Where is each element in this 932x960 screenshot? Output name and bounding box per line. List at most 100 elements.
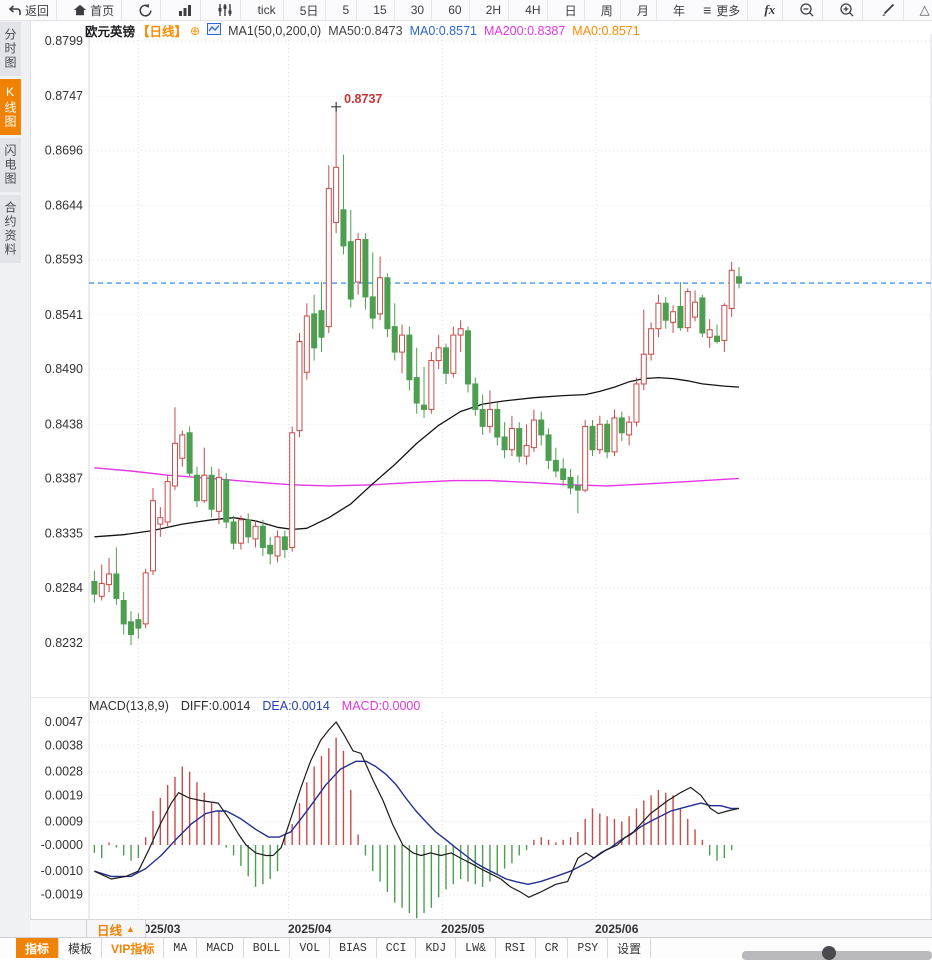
x-axis-label-2025/05: 2025/05 [441, 922, 485, 936]
indicator-tab-CCI[interactable]: CCI [377, 938, 417, 958]
period-button-年[interactable]: 年 [672, 3, 685, 18]
macd-hist-value: MACD:0.0000 [341, 699, 421, 713]
svg-text:0.0047: 0.0047 [45, 715, 83, 729]
period-button-30[interactable]: 30 [404, 0, 433, 20]
period-button-5[interactable]: 5 [335, 0, 358, 20]
add-compare-icon[interactable]: ⊕ [190, 23, 201, 38]
svg-text:0.8335: 0.8335 [45, 527, 83, 541]
hamburger-icon: ≡ [703, 2, 712, 18]
x-axis-label-2025/04: 2025/04 [288, 922, 332, 936]
svg-text:0.8799: 0.8799 [45, 34, 83, 48]
macd-title: MACD(13,8,9) [89, 699, 169, 713]
sidebar-tab-2[interactable]: K线图 [0, 79, 21, 135]
indicator-tab-CR[interactable]: CR [536, 938, 569, 958]
svg-text:0.8696: 0.8696 [45, 143, 83, 157]
period-button-4H[interactable]: 4H [518, 0, 549, 20]
candle-style-button[interactable] [210, 0, 242, 20]
indicator-tab-VOL[interactable]: VOL [290, 938, 331, 958]
macd-legend: MACD(13,8,9) DIFF:0.0014 DEA:0.0014 MACD… [89, 699, 420, 713]
x-axis-label-2025/06: 2025/06 [595, 922, 639, 936]
indicator-tab-设置[interactable]: 设置 [608, 938, 652, 958]
period-button-月[interactable]: 月 [630, 0, 657, 20]
back-label: 返回 [25, 3, 50, 18]
back-button[interactable]: 返回 [0, 0, 58, 20]
indicator-tab-RSI[interactable]: RSI [496, 938, 536, 958]
ma50-value: MA50:0.8473 [328, 23, 403, 38]
indicator-tab-MA[interactable]: MA [164, 938, 198, 958]
home-label: 首页 [90, 3, 115, 18]
back-icon [7, 3, 22, 17]
svg-text:-0.0019: -0.0019 [41, 888, 83, 902]
period-button-5日[interactable]: 5日 [293, 0, 327, 20]
period-dropdown-label: 日线 [97, 923, 123, 938]
home-button[interactable]: 首页 [66, 0, 123, 20]
svg-text:-0.0000: -0.0000 [41, 838, 83, 852]
ma200-value: MA200:0.8387 [483, 23, 566, 38]
indicator-tab-bar: 指标 模板 VIP指标 MA MACD BOLL VOL BIAS CCI KDJ LW& RSI CR… [0, 937, 932, 958]
period-dropdown-button[interactable]: 日线 ▲ [86, 920, 146, 938]
period-button-周[interactable]: 周 [594, 0, 621, 20]
more-button[interactable]: ≡ 更多 [696, 0, 749, 20]
indicator-tab-LW&[interactable]: LW& [456, 938, 496, 958]
draw-pencil-button[interactable] [873, 0, 904, 20]
svg-text:0.8747: 0.8747 [45, 89, 83, 103]
period-button-日[interactable]: 日 [558, 0, 585, 20]
bar-chart-button[interactable] [170, 0, 202, 20]
refresh-icon [138, 3, 153, 18]
top-toolbar: 返回 首页 tick 5日 5 15 30 60 2H 4H 日周月年 ≡ 更多 fx △ [0, 0, 932, 21]
period-tag: 【日线】 [137, 25, 188, 39]
svg-text:0.8593: 0.8593 [45, 253, 83, 267]
x-axis-label-2025/03: 2025/03 [137, 922, 181, 936]
refresh-button[interactable] [131, 0, 162, 20]
ma0-orange-value: MA0:0.8571 [572, 23, 640, 38]
main-chart-legend: 欧元英镑 【日线】 ⊕ MA1(50,0,200,0) MA50:0.8473 MA… [85, 21, 640, 40]
svg-text:0.8737: 0.8737 [344, 92, 382, 106]
fx-icon: fx [764, 2, 776, 17]
triangle-icon: △ [919, 2, 930, 17]
more-label: 更多 [716, 3, 741, 18]
zoom-in-button[interactable] [832, 0, 864, 20]
ma0-blue-value: MA0:0.8571 [409, 23, 477, 38]
indicator-tab-模板[interactable]: 模板 [59, 938, 103, 958]
scrollbar-knob[interactable] [822, 946, 836, 960]
svg-text:0.8232: 0.8232 [45, 636, 83, 650]
indicator-tab-VIP指标[interactable]: VIP指标 [102, 938, 165, 958]
svg-text:-0.0010: -0.0010 [41, 864, 83, 878]
zoom-in-icon [839, 2, 855, 18]
x-axis-row: 日线 ▲ 2025/03 2025/04 2025/05 2025/06 [30, 919, 932, 938]
macd-diff-value: DIFF:0.0014 [180, 699, 251, 713]
bar-chart-icon [177, 3, 193, 17]
indicator-tab-BIAS[interactable]: BIAS [330, 938, 377, 958]
period-button-tick[interactable]: tick [251, 0, 284, 20]
zoom-out-icon [799, 2, 815, 18]
shapes-triangle-button[interactable]: △ [913, 0, 932, 20]
indicator-tab-KDJ[interactable]: KDJ [416, 938, 457, 958]
ma-settings-label: MA1(50,0,200,0) [228, 23, 322, 38]
indicator-tab-MACD[interactable]: MACD [197, 938, 244, 958]
horizontal-scrollbar[interactable] [742, 951, 932, 960]
fx-indicator-button[interactable]: fx [757, 0, 784, 20]
sliders-icon [217, 3, 233, 17]
chart-type-sidebar: 分时图 K线图闪电图合约资料 [0, 20, 30, 937]
sidebar-tab-1[interactable]: 分时图 [0, 22, 21, 76]
svg-text:0.8284: 0.8284 [45, 581, 83, 595]
svg-text:0.8644: 0.8644 [45, 199, 83, 213]
price-macd-chart[interactable]: 0.8799 0.8747 0.8696 0.8644 0.8593 0.8541 0.84… [31, 20, 932, 919]
svg-text:0.8490: 0.8490 [45, 362, 83, 376]
period-button-60[interactable]: 60 [441, 0, 470, 20]
indicator-tab-BOLL[interactable]: BOLL [244, 938, 291, 958]
sidebar-tab-4[interactable]: 合约资料 [0, 195, 21, 263]
svg-text:0.8387: 0.8387 [45, 471, 83, 485]
macd-dea-value: DEA:0.0014 [262, 699, 330, 713]
period-button-15[interactable]: 15 [366, 0, 395, 20]
pencil-icon [880, 3, 896, 17]
indicator-tab-指标[interactable]: 指标 [16, 938, 60, 958]
svg-text:0.0009: 0.0009 [45, 814, 83, 828]
line-chart-icon [207, 23, 222, 38]
sidebar-tab-3[interactable]: 闪电图 [0, 138, 21, 192]
chevron-up-icon: ▲ [126, 924, 135, 934]
zoom-out-button[interactable] [792, 0, 824, 20]
svg-text:0.8438: 0.8438 [45, 417, 83, 431]
indicator-tab-PSY[interactable]: PSY [568, 938, 609, 958]
period-button-2H[interactable]: 2H [479, 0, 510, 20]
